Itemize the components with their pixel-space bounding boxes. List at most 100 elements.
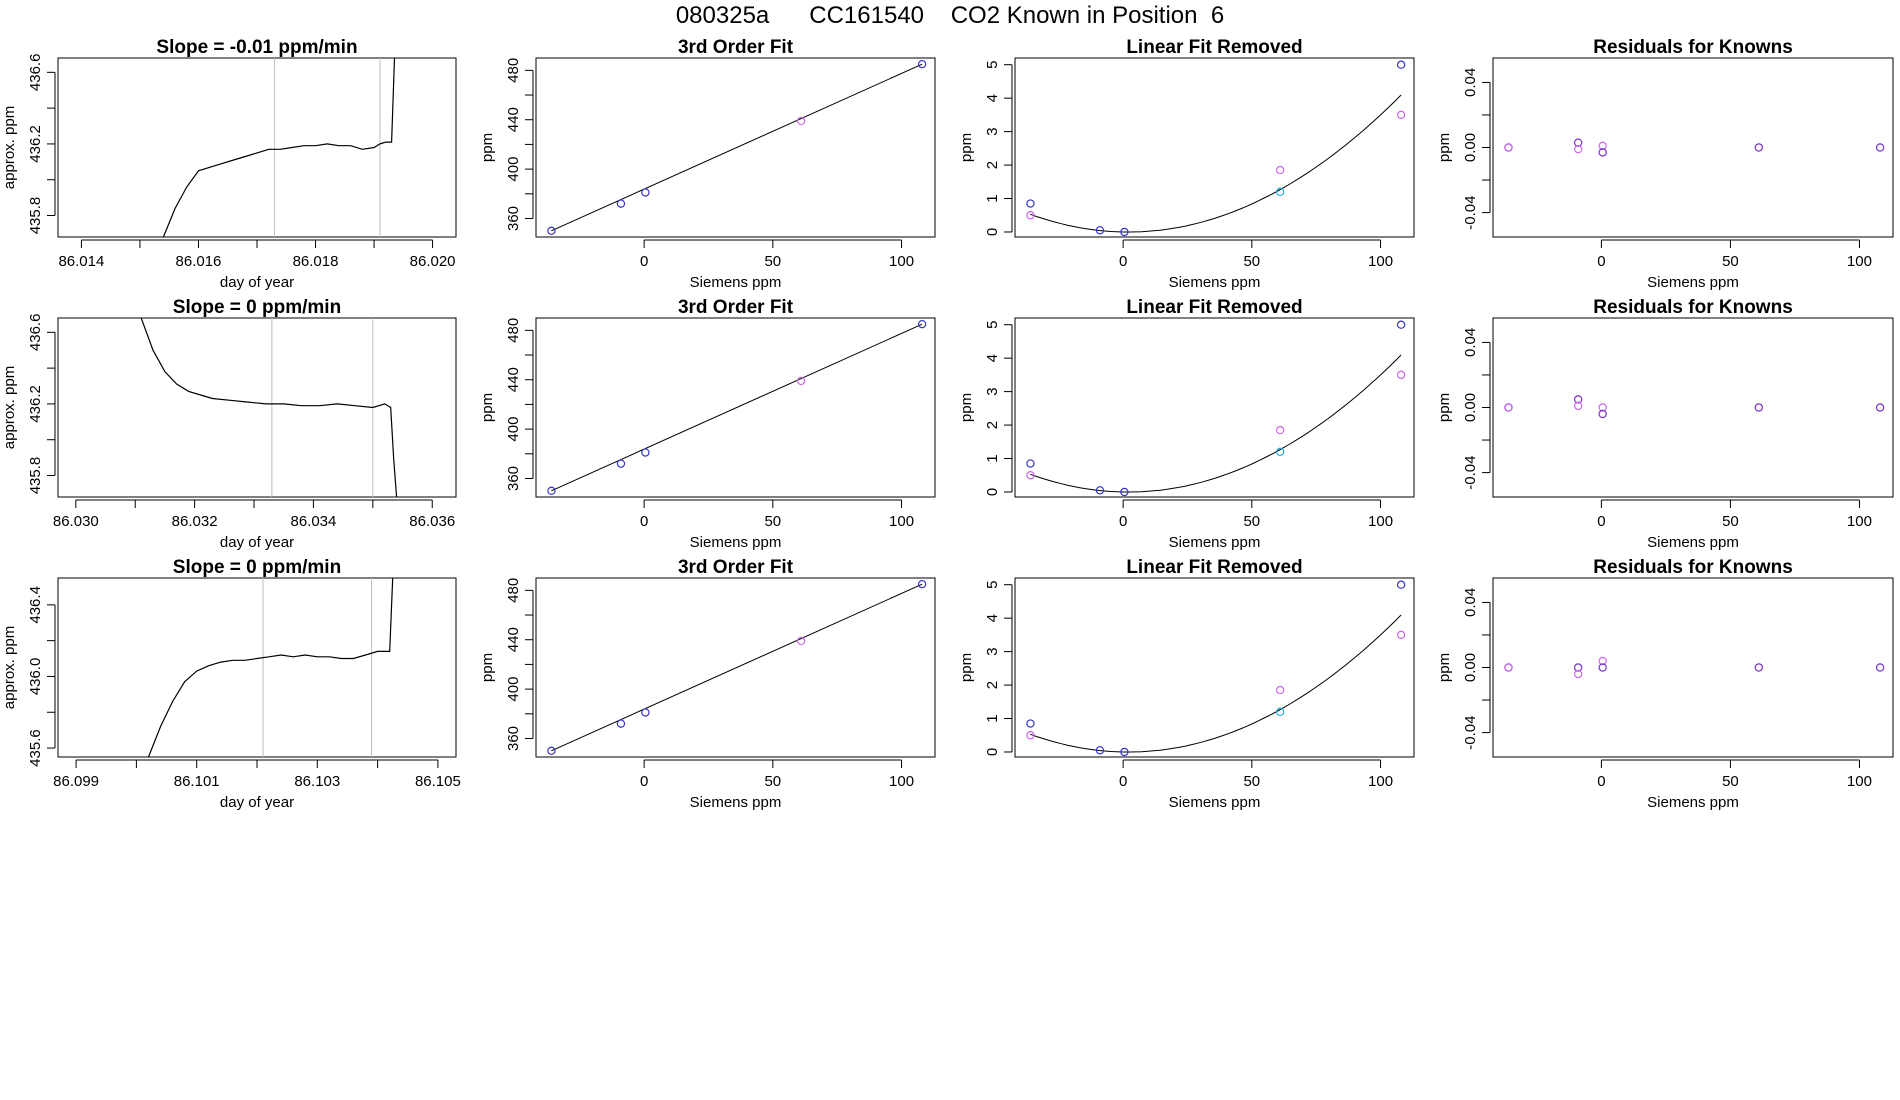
data-point-blue: [1396, 320, 1406, 329]
data-point-blue: [616, 199, 626, 208]
plot-frame: [1014, 577, 1415, 758]
plot-area: [1026, 320, 1406, 497]
data-point-magenta: [1396, 370, 1406, 380]
x-tick-label: 50: [1243, 773, 1260, 790]
data-point-blue: [1095, 486, 1105, 495]
plot-frame: [535, 317, 936, 498]
data-point-magenta: [796, 376, 806, 386]
x-tick-label: 86.016: [176, 253, 222, 270]
x-tick-label: 100: [889, 253, 914, 270]
plot-frame: [1014, 317, 1415, 498]
data-point-magenta: [1504, 403, 1513, 412]
x-tick-label: 100: [1847, 253, 1872, 270]
y-tick-label: 0: [984, 748, 1001, 756]
y-tick-label: 440: [505, 627, 522, 652]
y-tick-label: 1: [984, 714, 1001, 722]
data-point-blue: [1120, 227, 1129, 237]
data-point-cyan: [1275, 447, 1285, 457]
y-tick-label: 360: [505, 466, 522, 491]
x-tick-label: 0: [1119, 773, 1127, 790]
plot-frame: [1014, 57, 1415, 238]
x-tick-label: 50: [1722, 253, 1739, 270]
panel-title: Slope = 0 ppm/min: [173, 557, 341, 578]
panel-title: 3rd Order Fit: [678, 37, 794, 58]
data-point-purple: [1875, 403, 1885, 412]
plot-frame: [535, 57, 936, 238]
y-tick-label: 2: [984, 421, 1001, 429]
x-tick-label: 100: [889, 513, 914, 530]
x-tick-label: 50: [764, 253, 781, 270]
plot-area: [162, 58, 396, 237]
x-tick-label: 50: [764, 773, 781, 790]
y-tick-label: 0.00: [1462, 393, 1479, 422]
x-tick-label: 86.020: [410, 253, 456, 270]
x-tick-label: 86.032: [172, 513, 218, 530]
data-point-blue: [1026, 719, 1035, 728]
panel-title: 3rd Order Fit: [678, 557, 794, 578]
panel-title: 3rd Order Fit: [678, 297, 794, 318]
x-axis-label: Siemens ppm: [690, 274, 782, 291]
data-point-magenta: [1573, 669, 1583, 679]
y-axis-label: ppm: [958, 393, 975, 422]
plot-frame: [57, 317, 457, 498]
y-tick-label: 400: [505, 677, 522, 702]
panel-2-1: Slope = 0 ppm/min 86.030 86.032 86.034 86.03…: [1, 297, 457, 551]
x-axis-label: Siemens ppm: [690, 534, 782, 551]
panel-title: Residuals for Knowns: [1593, 37, 1793, 58]
y-tick-label: 400: [505, 417, 522, 442]
panel-title: Linear Fit Removed: [1126, 297, 1302, 318]
y-axis-label: ppm: [1436, 133, 1453, 162]
x-tick-label: 86.103: [294, 773, 340, 790]
y-axis-label: ppm: [1436, 393, 1453, 422]
data-point-cyan: [1275, 187, 1285, 197]
x-tick-label: 86.018: [293, 253, 339, 270]
y-tick-label: 5: [984, 61, 1001, 69]
x-tick-label: 100: [1368, 513, 1393, 530]
panel-3-1: Slope = 0 ppm/min 86.099 86.101 86.103 86.10…: [1, 557, 461, 811]
plot-frame: [57, 57, 457, 238]
plot-area: [147, 578, 394, 757]
concentration-trace: [140, 318, 398, 497]
x-tick-label: 0: [640, 513, 648, 530]
data-point-magenta: [1598, 656, 1607, 666]
data-point-purple: [1598, 148, 1607, 157]
data-point-purple: [1573, 138, 1583, 147]
y-tick-label: 440: [505, 367, 522, 392]
plot-area: [140, 318, 398, 497]
y-tick-label: 0.04: [1462, 588, 1479, 617]
y-tick-label: 435.8: [27, 197, 44, 235]
plot-frame: [1492, 577, 1894, 758]
x-tick-label: 86.036: [409, 513, 455, 530]
plot-frame: [1492, 317, 1894, 498]
data-point-magenta: [1504, 143, 1513, 152]
x-axis-label: day of year: [220, 794, 294, 811]
panel-1-1: Slope = -0.01 ppm/min 86.014 86.016 86.018 8…: [1, 37, 457, 291]
data-point-blue: [917, 59, 927, 69]
x-tick-label: 86.099: [53, 773, 99, 790]
y-tick-label: 435.8: [27, 457, 44, 495]
panel-title: Linear Fit Removed: [1126, 557, 1302, 578]
y-tick-label: 2: [984, 681, 1001, 689]
data-point-blue: [1095, 226, 1105, 235]
panel-3-2: 3rd Order Fit 0 50 100 Siemens ppm 360 400 440 4…: [479, 557, 936, 811]
y-tick-label: 436.6: [27, 314, 44, 352]
panel-title: Linear Fit Removed: [1126, 37, 1302, 58]
plot-area: [547, 579, 927, 756]
plot-area: [547, 59, 927, 236]
y-tick-label: 1: [984, 454, 1001, 462]
y-tick-label: 3: [984, 647, 1001, 655]
data-point-magenta: [1026, 731, 1035, 740]
data-point-magenta: [1026, 471, 1035, 480]
y-tick-label: 436.2: [27, 385, 44, 423]
panel-2-3: Linear Fit Removed 0 50 100 Siemens ppm 0 1 2 3 4…: [958, 297, 1415, 551]
y-tick-label: 0.00: [1462, 133, 1479, 162]
y-tick-label: 0.00: [1462, 653, 1479, 682]
fit-curve: [1030, 354, 1402, 493]
y-tick-label: 436.4: [27, 586, 44, 624]
fit-curve: [551, 583, 923, 752]
panel-3-3: Linear Fit Removed 0 50 100 Siemens ppm 0 1 2 3 4…: [958, 557, 1415, 811]
y-tick-label: 436.0: [27, 658, 44, 696]
data-point-blue: [917, 579, 927, 589]
data-point-blue: [1026, 199, 1035, 208]
data-point-blue: [1396, 580, 1406, 589]
